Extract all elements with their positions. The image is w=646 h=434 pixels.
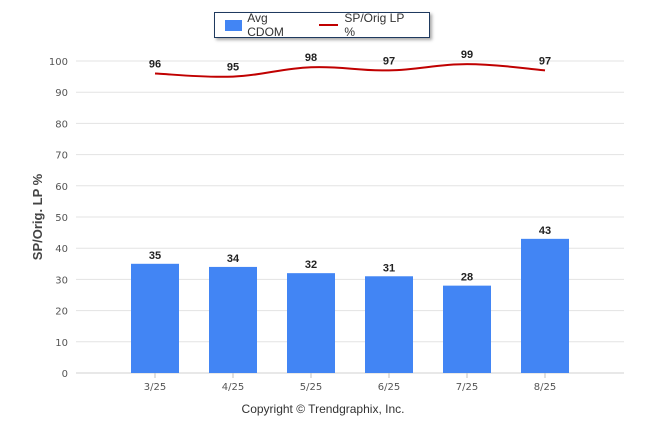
legend-item-bar[interactable]: Avg CDOM	[225, 11, 305, 39]
legend-line-swatch	[319, 24, 339, 26]
bar-avg-cdom[interactable]	[131, 263, 179, 373]
y-tick-label: 0	[62, 369, 68, 380]
bar-avg-cdom[interactable]	[521, 238, 569, 373]
x-tick-label: 6/25	[378, 382, 400, 393]
y-tick-label: 100	[49, 57, 68, 68]
line-data-label: 98	[305, 52, 317, 64]
bar-avg-cdom[interactable]	[209, 266, 257, 373]
x-tick-label: 5/25	[300, 382, 322, 393]
y-tick-label: 30	[55, 275, 68, 286]
y-tick-label: 10	[55, 338, 68, 349]
y-tick-label: 60	[55, 182, 68, 193]
legend-bar-label: Avg CDOM	[247, 11, 284, 39]
chart-legend: Avg CDOM SP/Orig LP %	[214, 11, 430, 39]
bar-data-label: 35	[149, 250, 161, 262]
bar-data-label: 43	[539, 225, 551, 237]
y-tick-label: 90	[55, 88, 68, 99]
bar-data-label: 34	[227, 253, 240, 265]
legend-item-line[interactable]: SP/Orig LP %	[319, 11, 415, 39]
line-data-label: 97	[383, 55, 395, 67]
y-tick-label: 80	[55, 119, 68, 130]
line-sp-orig-lp[interactable]	[154, 63, 546, 78]
bar-avg-cdom[interactable]	[365, 276, 413, 373]
y-tick-label: 40	[55, 244, 68, 255]
bar-data-label: 32	[305, 259, 317, 271]
bar-avg-cdom[interactable]	[287, 273, 335, 373]
x-tick-label: 7/25	[456, 382, 478, 393]
line-data-label: 95	[227, 62, 239, 74]
line-data-label: 99	[461, 49, 473, 61]
line-data-label: 97	[539, 55, 551, 67]
legend-line-label: SP/Orig LP %	[344, 11, 405, 39]
y-tick-label: 70	[55, 151, 68, 162]
x-tick-label: 3/25	[144, 382, 166, 393]
legend-bar-swatch	[225, 19, 243, 31]
bar-data-label: 28	[461, 272, 473, 284]
line-data-label: 96	[149, 58, 161, 70]
x-tick-label: 4/25	[222, 382, 244, 393]
y-axis-title: SP/Orig. LP %	[30, 173, 45, 260]
y-tick-label: 20	[55, 307, 68, 318]
bar-data-label: 31	[383, 262, 395, 274]
copyright-text: Copyright © Trendgraphix, Inc.	[241, 402, 405, 416]
x-tick-label: 8/25	[534, 382, 556, 393]
bar-avg-cdom[interactable]	[443, 285, 491, 373]
y-tick-label: 50	[55, 213, 68, 224]
